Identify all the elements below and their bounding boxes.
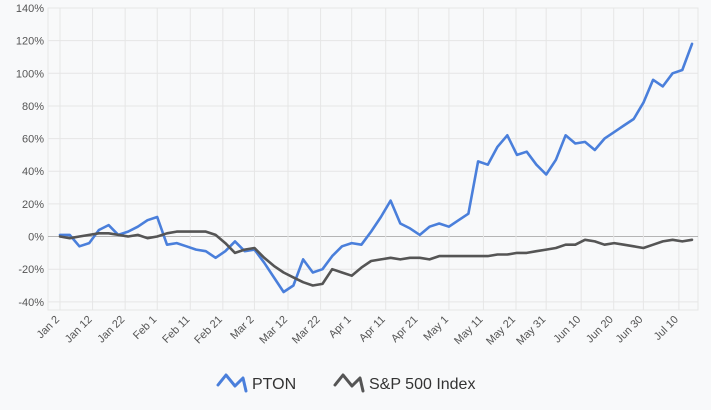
x-tick-label: Mar 12 [257,314,290,347]
gridlines [47,7,699,311]
y-tick-label: 40% [22,166,44,178]
series-line-sp500 [58,230,694,287]
y-tick-label: 0% [28,232,44,244]
x-tick-label: Jul 10 [652,314,681,343]
y-tick-label: -40% [18,297,44,309]
x-tick-label: Jan 2 [35,314,63,342]
legend: PTON S&P 500 Index [216,373,475,393]
y-tick-label: -20% [18,264,44,276]
x-tick-label: May 1 [421,314,451,344]
x-tick-label: Feb 11 [160,314,192,346]
x-tick-label: Apr 1 [327,314,354,341]
plot-area [47,7,699,311]
x-tick-label: Jun 10 [551,314,583,346]
x-tick-label: Feb 1 [131,314,159,342]
y-tick-label: 100% [16,68,44,80]
x-tick-label: Mar 2 [228,314,256,342]
x-tick-label: Apr 11 [357,314,388,345]
y-tick-label: 140% [16,3,44,15]
legend-label-sp500: S&P 500 Index [369,376,475,393]
y-axis-ticks: 140% 120% 100% 80% 60% 40% 20% 0% -20% -40% [16,3,44,309]
legend-icon-pton [216,373,248,393]
x-tick-label: Jan 22 [95,314,127,346]
x-tick-label: Jan 12 [63,314,95,346]
x-tick-label: May 21 [484,314,518,348]
legend-label-pton: PTON [252,376,296,393]
x-tick-label: May 11 [452,314,485,347]
y-tick-label: 60% [22,134,44,146]
series-lines [58,42,694,294]
x-tick-label: Mar 22 [290,314,323,347]
x-tick-label: May 31 [514,314,548,348]
legend-icon-sp500 [333,373,365,393]
y-tick-label: 80% [22,101,44,113]
x-tick-label: Feb 21 [192,314,225,347]
x-tick-label: Jun 30 [614,314,646,346]
series-line-pton [58,42,694,294]
x-tick-label: Jun 20 [584,314,616,346]
y-tick-label: 120% [16,36,44,48]
x-tick-label: Apr 21 [389,314,420,345]
y-tick-label: 20% [22,199,44,211]
